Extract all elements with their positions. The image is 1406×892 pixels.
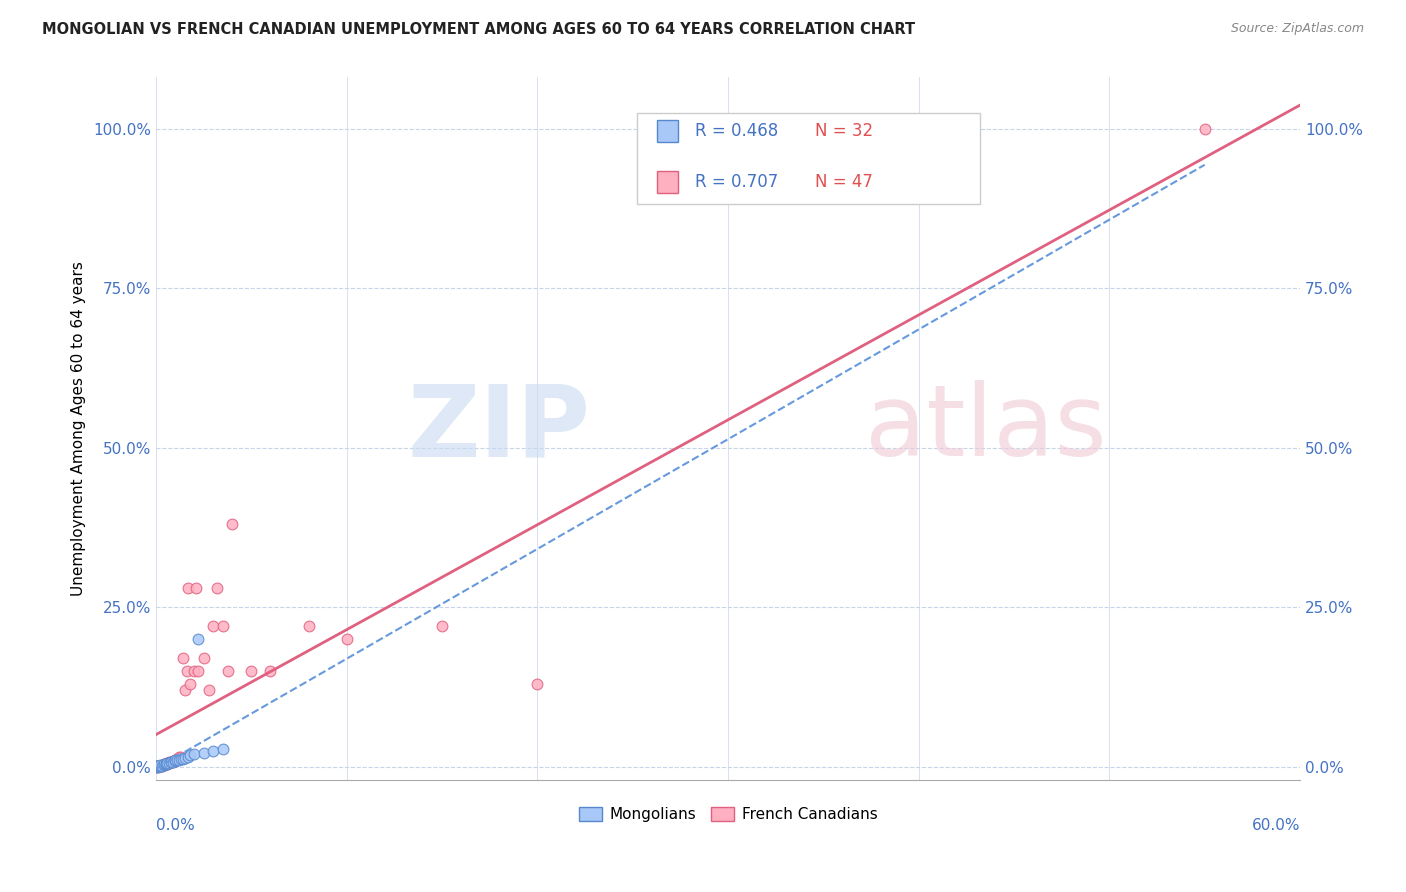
Point bbox=[166, 752, 188, 766]
Point bbox=[205, 581, 228, 595]
Point bbox=[165, 754, 187, 768]
Point bbox=[160, 756, 183, 770]
Point bbox=[187, 664, 209, 678]
Point bbox=[155, 756, 177, 771]
Point bbox=[193, 651, 215, 665]
Point bbox=[146, 760, 169, 774]
Point bbox=[156, 756, 179, 771]
Text: ZIP: ZIP bbox=[408, 380, 591, 477]
Point bbox=[160, 756, 183, 770]
Point bbox=[183, 747, 205, 761]
Point bbox=[167, 753, 190, 767]
Point bbox=[336, 632, 359, 647]
Point bbox=[430, 619, 453, 633]
Point bbox=[218, 664, 240, 678]
FancyBboxPatch shape bbox=[657, 120, 678, 142]
Point bbox=[179, 677, 201, 691]
Text: N = 32: N = 32 bbox=[815, 122, 873, 140]
Point bbox=[221, 517, 243, 532]
Text: 0.0%: 0.0% bbox=[156, 818, 195, 833]
Point bbox=[1194, 121, 1216, 136]
Point bbox=[172, 751, 194, 765]
Point bbox=[157, 756, 180, 770]
Point bbox=[167, 750, 190, 764]
Point bbox=[259, 664, 281, 678]
Point bbox=[187, 632, 209, 647]
Point bbox=[152, 757, 174, 772]
Point bbox=[157, 756, 180, 770]
Point bbox=[170, 750, 193, 764]
Point bbox=[160, 755, 183, 769]
Point bbox=[166, 754, 188, 768]
Point bbox=[146, 759, 169, 773]
Text: 60.0%: 60.0% bbox=[1251, 818, 1301, 833]
Point bbox=[149, 758, 172, 772]
Point bbox=[145, 760, 167, 774]
Point bbox=[149, 758, 172, 772]
Point bbox=[165, 754, 187, 768]
Point bbox=[156, 756, 179, 770]
Point bbox=[184, 581, 207, 595]
Point bbox=[211, 742, 233, 756]
Point bbox=[155, 756, 177, 771]
Point bbox=[179, 748, 201, 763]
Text: N = 47: N = 47 bbox=[815, 173, 873, 191]
Point bbox=[202, 619, 225, 633]
Point bbox=[160, 755, 183, 769]
Point bbox=[198, 683, 221, 698]
Point bbox=[173, 683, 195, 698]
Point bbox=[526, 677, 548, 691]
Point bbox=[152, 758, 174, 772]
Point bbox=[177, 749, 200, 764]
Point bbox=[176, 664, 198, 678]
Y-axis label: Unemployment Among Ages 60 to 64 years: Unemployment Among Ages 60 to 64 years bbox=[72, 261, 86, 596]
Point bbox=[165, 754, 187, 768]
Point bbox=[202, 744, 225, 758]
Point bbox=[145, 760, 167, 774]
Text: MONGOLIAN VS FRENCH CANADIAN UNEMPLOYMENT AMONG AGES 60 TO 64 YEARS CORRELATION : MONGOLIAN VS FRENCH CANADIAN UNEMPLOYMEN… bbox=[42, 22, 915, 37]
Point bbox=[297, 619, 319, 633]
Point bbox=[146, 760, 169, 774]
Point bbox=[177, 581, 200, 595]
Point bbox=[240, 664, 263, 678]
Point bbox=[172, 651, 194, 665]
Point bbox=[152, 758, 174, 772]
Legend: Mongolians, French Canadians: Mongolians, French Canadians bbox=[572, 801, 883, 828]
Point bbox=[155, 757, 177, 772]
Point bbox=[150, 758, 173, 772]
Text: R = 0.468: R = 0.468 bbox=[695, 122, 778, 140]
Point bbox=[162, 754, 184, 768]
Point bbox=[145, 758, 167, 772]
FancyBboxPatch shape bbox=[657, 171, 678, 194]
Point bbox=[155, 757, 177, 772]
Point bbox=[156, 756, 179, 770]
Point bbox=[149, 758, 172, 772]
Point bbox=[157, 756, 180, 770]
Point bbox=[173, 751, 195, 765]
Point bbox=[162, 755, 184, 769]
Point bbox=[145, 759, 167, 773]
Point bbox=[193, 746, 215, 760]
Point bbox=[170, 752, 193, 766]
Point bbox=[211, 619, 233, 633]
Point bbox=[165, 754, 187, 768]
Text: atlas: atlas bbox=[865, 380, 1107, 477]
Text: R = 0.707: R = 0.707 bbox=[695, 173, 778, 191]
Point bbox=[149, 759, 172, 773]
Point bbox=[145, 759, 167, 773]
Point bbox=[150, 758, 173, 772]
Point bbox=[156, 756, 179, 771]
Point bbox=[162, 755, 184, 769]
Point bbox=[183, 664, 205, 678]
FancyBboxPatch shape bbox=[637, 112, 980, 204]
Text: Source: ZipAtlas.com: Source: ZipAtlas.com bbox=[1230, 22, 1364, 36]
Point bbox=[152, 757, 174, 772]
Point bbox=[150, 758, 173, 772]
Point bbox=[146, 759, 169, 773]
